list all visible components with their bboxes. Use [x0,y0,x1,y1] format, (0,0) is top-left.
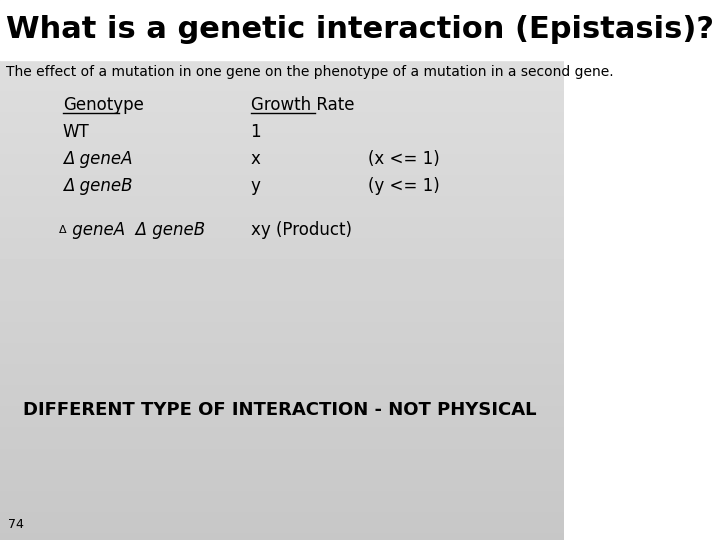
Text: 74: 74 [8,518,24,531]
Text: Genotype: Genotype [63,96,143,114]
Text: x: x [251,150,261,168]
Text: Δ: Δ [59,225,66,235]
Text: (y <= 1): (y <= 1) [368,177,440,195]
Text: DIFFERENT TYPE OF INTERACTION - NOT PHYSICAL: DIFFERENT TYPE OF INTERACTION - NOT PHYS… [24,401,537,419]
Text: Growth Rate: Growth Rate [251,96,354,114]
Text: Δ geneB: Δ geneB [63,177,132,195]
Text: What is a genetic interaction (Epistasis)?: What is a genetic interaction (Epistasis… [6,16,714,44]
Text: geneA  Δ geneB: geneA Δ geneB [68,221,205,239]
Text: 1: 1 [251,123,261,141]
Text: WT: WT [63,123,89,141]
Text: (x <= 1): (x <= 1) [368,150,440,168]
Text: y: y [251,177,261,195]
Bar [0,0,564,60]
Text: The effect of a mutation in one gene on the phenotype of a mutation in a second : The effect of a mutation in one gene on … [6,65,614,79]
Text: xy (Product): xy (Product) [251,221,351,239]
Text: Δ geneA: Δ geneA [63,150,132,168]
